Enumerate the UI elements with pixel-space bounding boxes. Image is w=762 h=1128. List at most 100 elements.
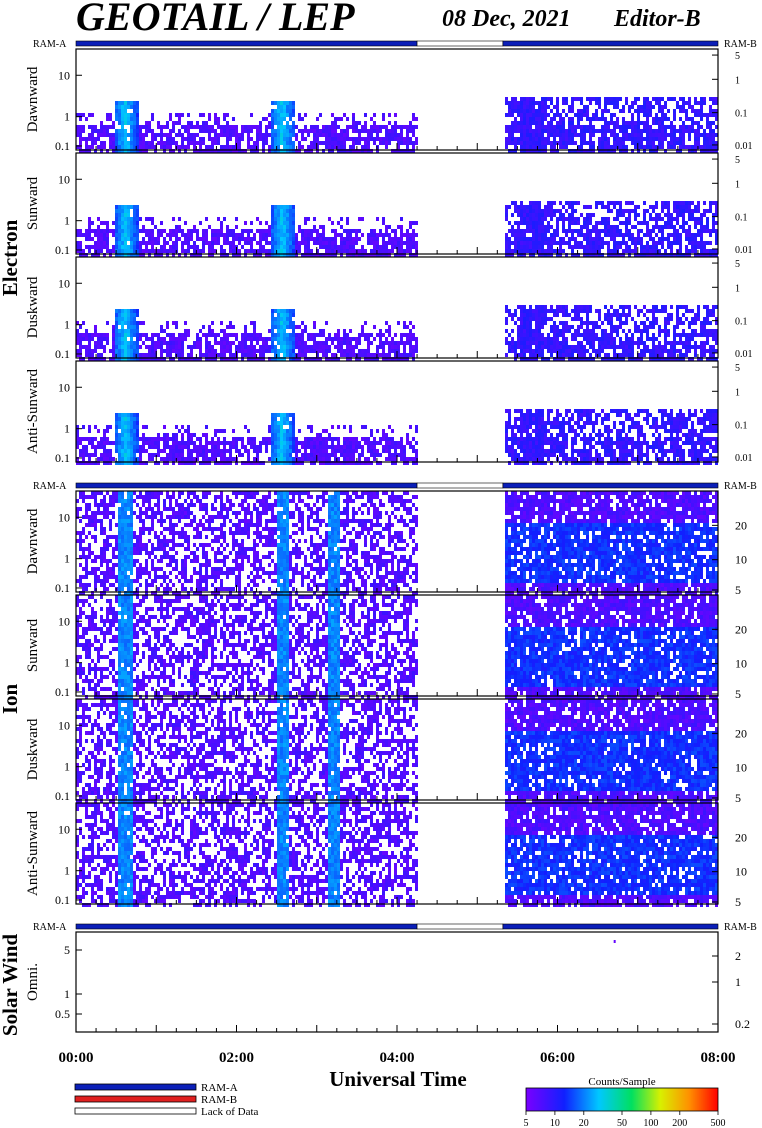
spectrogram-cell (334, 141, 337, 145)
spectrogram-cell (133, 241, 136, 245)
spectrogram-cell (679, 341, 682, 345)
spectrogram-cell (187, 457, 190, 461)
spectrogram-cell (331, 113, 334, 117)
spectrogram-cell (280, 221, 283, 225)
spectrogram-cell (556, 305, 559, 309)
spectrogram-cell (409, 241, 412, 245)
spectrogram-cell (592, 345, 595, 349)
spectrogram-cell (283, 225, 286, 229)
spectrogram-cell (289, 117, 292, 121)
spectrogram-cell (622, 133, 625, 137)
spectrogram-cell (655, 205, 658, 209)
spectrogram-cell (241, 137, 244, 141)
spectrogram-cell (139, 457, 142, 461)
spectrogram-cell (226, 121, 229, 125)
spectrogram-cell (511, 201, 514, 205)
spectrogram-cell (340, 137, 343, 141)
spectrogram-cell (190, 441, 193, 445)
spectrogram-cell (310, 145, 313, 149)
spectrogram-cell (196, 125, 199, 129)
spectrogram-cell (208, 225, 211, 229)
spectrogram-cell (82, 137, 85, 141)
spectrogram-cell (382, 125, 385, 129)
spectrogram-cell (148, 141, 151, 145)
spectrogram-cell (79, 141, 82, 145)
spectrogram-cell (127, 145, 130, 149)
spectrogram-cell (133, 233, 136, 237)
spectrogram-cell (352, 337, 355, 341)
spectrogram-cell (529, 329, 532, 333)
spectrogram-cell (412, 237, 415, 241)
spectrogram-cell (547, 317, 550, 321)
spectrogram-cell (316, 333, 319, 337)
spectrogram-cell (595, 113, 598, 117)
spectrogram-cell (337, 221, 340, 225)
spectrogram-cell (166, 137, 169, 141)
spectrogram-cell (289, 341, 292, 345)
spectrogram-cell (355, 233, 358, 237)
spectrogram-cell (529, 205, 532, 209)
spectrogram-cell (115, 137, 118, 141)
spectrogram-cell (523, 141, 526, 145)
spectrogram-cell (541, 313, 544, 317)
spectrogram-cell (610, 209, 613, 213)
spectrogram-cell (334, 117, 337, 121)
spectrogram-cell (514, 101, 517, 105)
spectrogram-cell (241, 233, 244, 237)
spectrogram-cell (349, 345, 352, 349)
spectrogram-cell (355, 229, 358, 233)
spectrogram-cell (343, 245, 346, 249)
spectrogram-cell (691, 105, 694, 109)
spectrogram-cell (646, 245, 649, 249)
spectrogram-cell (229, 145, 232, 149)
spectrogram-cell (658, 121, 661, 125)
spectrogram-cell (352, 129, 355, 133)
spectrogram-cell (181, 341, 184, 345)
spectrogram-cell (604, 137, 607, 141)
spectrogram-cell (286, 213, 289, 217)
spectrogram-cell (703, 329, 706, 333)
spectrogram-cell (505, 309, 508, 313)
spectrogram-cell (181, 437, 184, 441)
spectrogram-cell (580, 137, 583, 141)
spectrogram-cell (91, 353, 94, 357)
spectrogram-cell (103, 233, 106, 237)
spectrogram-cell (118, 133, 121, 137)
spectrogram-cell (283, 105, 286, 109)
spectrogram-cell (277, 325, 280, 329)
ram-b-label-2: RAM-B (724, 481, 757, 492)
spectrogram-cell (523, 237, 526, 241)
spectrogram-cell (145, 449, 148, 453)
spectrogram-cell (613, 217, 616, 221)
spectrogram-cell (622, 117, 625, 121)
spectrogram-cell (529, 141, 532, 145)
spectrogram-cell (532, 349, 535, 353)
spectrogram-cell (286, 113, 289, 117)
spectrogram-cell (580, 145, 583, 149)
spectrogram-cell (586, 213, 589, 217)
spectrogram-cell (175, 425, 178, 429)
spectrogram-cell (283, 345, 286, 349)
spectrogram-cell (118, 317, 121, 321)
spectrogram-cell (232, 353, 235, 357)
right-tick-label: 0.01 (735, 349, 753, 360)
spectrogram-cell (694, 321, 697, 325)
spectrogram-cell (373, 113, 376, 117)
spectrogram-cell (625, 125, 628, 129)
spectrogram-cell (706, 117, 709, 121)
spectrogram-cell (601, 133, 604, 137)
spectrogram-cell (208, 145, 211, 149)
spectrogram-cell (559, 245, 562, 249)
spectrogram-cell (220, 245, 223, 249)
spectrogram-cell (121, 421, 124, 425)
spectrogram-cell (127, 209, 130, 213)
spectrogram-cell (274, 217, 277, 221)
spectrogram-cell (163, 249, 166, 253)
spectrogram-cell (109, 449, 112, 453)
spectrogram-cell (94, 233, 97, 237)
spectrogram-cell (688, 229, 691, 233)
spectrogram-cell (511, 105, 514, 109)
spectrogram-cell (634, 205, 637, 209)
spectrogram-cell (223, 329, 226, 333)
ram-a-label-1: RAM-A (33, 39, 67, 50)
